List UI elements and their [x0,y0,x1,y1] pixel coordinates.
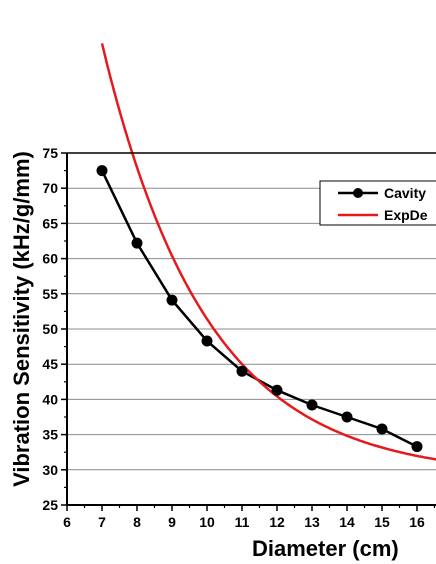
x-tick-label-6: 6 [63,514,71,530]
y-tick-label-65: 65 [42,215,58,231]
y-tick-label-75: 75 [42,145,58,161]
cavity-point [411,441,423,453]
legend-box [319,180,436,226]
x-tick-label-11: 11 [235,514,250,530]
series-expde-curve [100,43,436,461]
y-tick-label-45: 45 [42,356,58,372]
x-tick-label-12: 12 [269,514,285,530]
x-tick-label-8: 8 [133,514,141,530]
cavity-point [236,365,248,377]
y-tick-label-30: 30 [42,462,58,478]
y-tick-label-40: 40 [42,391,58,407]
y-axis-title: Vibration Sensitivity (kHz/g/mm) [9,151,34,487]
axes [61,152,436,511]
x-tick-label-13: 13 [304,514,320,530]
x-axis-title: Diameter (cm) [252,536,399,561]
y-tick-label-50: 50 [42,321,58,337]
cavity-point [341,411,353,423]
cavity-point [271,384,283,396]
cavity-point [166,294,178,306]
cavity-point [96,165,108,177]
x-tick-label-16: 16 [409,514,425,530]
cavity-point [306,399,318,411]
y-tick-label-25: 25 [42,497,58,513]
series-layer [96,43,436,461]
y-tick-label-55: 55 [42,286,58,302]
x-tick-label-10: 10 [199,514,215,530]
x-tick-label-15: 15 [374,514,390,530]
cavity-point [201,335,213,347]
x-tick-label-14: 14 [339,514,355,530]
x-tick-label-7: 7 [98,514,106,530]
x-tick-label-9: 9 [168,514,176,530]
cavity-point [131,237,143,249]
legend: Cavity ExpDe [319,180,436,226]
legend-label-expde: ExpDe [384,207,428,223]
y-tick-label-35: 35 [42,427,58,443]
legend-marker-cavity [353,188,363,198]
tick-labels: 25 30 35 40 45 50 55 60 65 70 75 6 7 8 9 10 11 12 13 14 15 16 [42,145,425,530]
y-tick-label-60: 60 [42,251,58,267]
legend-label-cavity: Cavity [384,185,426,201]
y-tick-label-70: 70 [42,180,58,196]
cavity-point [376,423,388,435]
